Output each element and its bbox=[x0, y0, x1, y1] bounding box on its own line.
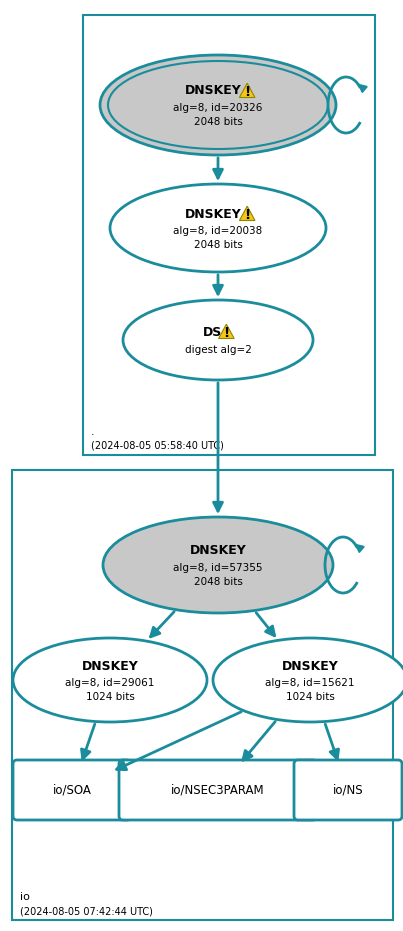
FancyBboxPatch shape bbox=[119, 760, 317, 820]
Ellipse shape bbox=[100, 55, 336, 155]
Text: 2048 bits: 2048 bits bbox=[193, 240, 243, 250]
Text: alg=8, id=29061: alg=8, id=29061 bbox=[65, 678, 155, 688]
Ellipse shape bbox=[110, 184, 326, 272]
Text: io/NS: io/NS bbox=[333, 784, 364, 797]
Text: !: ! bbox=[244, 208, 250, 222]
Text: DS: DS bbox=[204, 326, 222, 339]
FancyBboxPatch shape bbox=[13, 760, 131, 820]
Ellipse shape bbox=[13, 638, 207, 722]
Polygon shape bbox=[239, 83, 255, 98]
Text: io/SOA: io/SOA bbox=[52, 784, 91, 797]
Text: 2048 bits: 2048 bits bbox=[193, 117, 243, 127]
Polygon shape bbox=[239, 206, 255, 221]
Text: .: . bbox=[91, 427, 95, 437]
Ellipse shape bbox=[123, 300, 313, 380]
Text: alg=8, id=20038: alg=8, id=20038 bbox=[173, 226, 263, 236]
Ellipse shape bbox=[103, 517, 333, 613]
Text: DNSKEY: DNSKEY bbox=[190, 545, 246, 558]
Text: (2024-08-05 07:42:44 UTC): (2024-08-05 07:42:44 UTC) bbox=[20, 906, 153, 916]
Bar bbox=[12, 470, 393, 920]
FancyBboxPatch shape bbox=[294, 760, 402, 820]
Text: alg=8, id=15621: alg=8, id=15621 bbox=[265, 678, 355, 688]
Text: DNSKEY: DNSKEY bbox=[185, 85, 241, 98]
Text: digest alg=2: digest alg=2 bbox=[185, 345, 251, 355]
Bar bbox=[83, 15, 375, 455]
Polygon shape bbox=[218, 324, 234, 339]
Text: DNSKEY: DNSKEY bbox=[185, 208, 241, 221]
Text: !: ! bbox=[223, 326, 229, 340]
Text: (2024-08-05 05:58:40 UTC): (2024-08-05 05:58:40 UTC) bbox=[91, 441, 224, 451]
Text: 1024 bits: 1024 bits bbox=[85, 692, 135, 702]
Text: !: ! bbox=[244, 85, 250, 99]
Text: io: io bbox=[20, 892, 30, 902]
Text: alg=8, id=20326: alg=8, id=20326 bbox=[173, 103, 263, 113]
Text: io/NSEC3PARAM: io/NSEC3PARAM bbox=[171, 784, 265, 797]
Text: DNSKEY: DNSKEY bbox=[282, 659, 339, 672]
Text: 1024 bits: 1024 bits bbox=[286, 692, 334, 702]
Text: DNSKEY: DNSKEY bbox=[82, 659, 138, 672]
Ellipse shape bbox=[213, 638, 403, 722]
Text: alg=8, id=57355: alg=8, id=57355 bbox=[173, 563, 263, 573]
Text: 2048 bits: 2048 bits bbox=[193, 577, 243, 587]
